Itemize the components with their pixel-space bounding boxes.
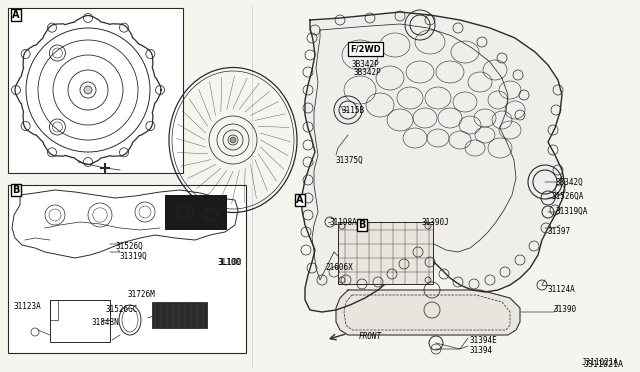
Text: 31198A: 31198A bbox=[330, 218, 358, 227]
Text: 31123A: 31123A bbox=[14, 302, 42, 311]
Text: 31390J: 31390J bbox=[422, 218, 450, 227]
Text: J311021A: J311021A bbox=[584, 360, 624, 369]
Bar bbox=[8, 8, 183, 173]
Text: A: A bbox=[12, 10, 19, 20]
Text: 31124A: 31124A bbox=[548, 285, 576, 294]
Text: 31394: 31394 bbox=[470, 346, 493, 355]
Text: 3115B: 3115B bbox=[341, 106, 364, 115]
Text: 31526GC: 31526GC bbox=[106, 305, 138, 314]
Text: F/2WD: F/2WD bbox=[350, 44, 381, 53]
Text: B: B bbox=[12, 185, 19, 195]
Circle shape bbox=[230, 137, 236, 143]
Text: J311021A: J311021A bbox=[582, 358, 619, 367]
Text: 31397: 31397 bbox=[548, 227, 571, 236]
Text: 31726M: 31726M bbox=[128, 290, 156, 299]
Text: 3L100: 3L100 bbox=[218, 258, 242, 267]
Bar bbox=[50, 300, 110, 342]
Text: 3B342Q: 3B342Q bbox=[556, 178, 584, 187]
Text: 3B342P: 3B342P bbox=[354, 68, 381, 77]
Text: 3L100: 3L100 bbox=[218, 258, 241, 267]
Polygon shape bbox=[336, 290, 520, 335]
Text: 31526Q: 31526Q bbox=[115, 242, 143, 251]
Text: 21606X: 21606X bbox=[325, 263, 353, 272]
Text: 31319Q: 31319Q bbox=[120, 252, 148, 261]
Text: 31526QA: 31526QA bbox=[551, 192, 584, 201]
Bar bbox=[152, 302, 207, 328]
Text: 31390: 31390 bbox=[553, 305, 576, 314]
Text: 31394E: 31394E bbox=[470, 336, 498, 345]
Polygon shape bbox=[302, 12, 565, 312]
Text: FRONT: FRONT bbox=[359, 332, 382, 341]
Text: B: B bbox=[358, 220, 365, 230]
Text: 31319QA: 31319QA bbox=[556, 207, 588, 216]
Text: 31848N: 31848N bbox=[92, 318, 120, 327]
Text: 31375Q: 31375Q bbox=[336, 156, 364, 165]
Bar bbox=[338, 222, 433, 284]
Bar bbox=[165, 195, 227, 230]
Text: A: A bbox=[296, 195, 303, 205]
Circle shape bbox=[84, 86, 92, 94]
Text: 3B342P: 3B342P bbox=[351, 60, 379, 69]
Bar bbox=[8, 185, 246, 353]
